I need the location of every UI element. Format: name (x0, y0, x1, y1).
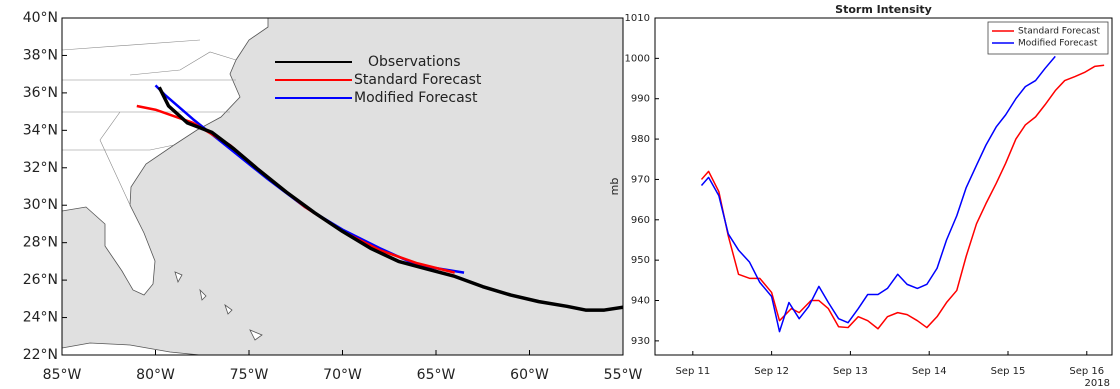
chart-frame (654, 17, 1113, 356)
legend-label: Standard Forecast (354, 72, 482, 88)
track (157, 86, 623, 312)
y-tick-label: 1010 (625, 13, 650, 24)
y-tick-label: 980 (631, 134, 650, 145)
x-tick-label: Sep 16 (1069, 366, 1104, 377)
series-line (700, 64, 1105, 330)
y-tick-label: 1000 (625, 53, 650, 64)
series-lines (700, 55, 1105, 333)
x-tick-label: Sep 15 (991, 366, 1026, 377)
y-tick-label: 970 (631, 174, 650, 185)
legend-label: Modified Forecast (354, 90, 478, 106)
x-tick-label: 65°W (417, 367, 456, 383)
land (62, 18, 269, 355)
x-tick-label: Sep 12 (754, 366, 789, 377)
y-tick-label: 950 (631, 255, 650, 266)
y-axis-label: mb (608, 178, 621, 196)
y-tick-label: 990 (631, 94, 650, 105)
y-tick-label: 30°N (23, 197, 58, 213)
x-tick-label: Sep 13 (833, 366, 868, 377)
x-tick-label: 60°W (510, 367, 549, 383)
y-tick-label: 32°N (23, 160, 58, 176)
tracks (136, 84, 623, 312)
y-tick-label: 22°N (23, 347, 58, 363)
x-tick-label: 75°W (230, 367, 269, 383)
x-tick-label: Sep 11 (675, 366, 710, 377)
legend-label: Observations (368, 54, 461, 70)
x-tick-label: Sep 14 (912, 366, 947, 377)
y-tick-label: 940 (631, 296, 650, 307)
y-tick-label: 24°N (23, 310, 58, 326)
chart-title: Storm Intensity (835, 3, 932, 16)
x-tick-label: 55°W (604, 367, 643, 383)
x-tick-label: 85°W (43, 367, 82, 383)
legend-label: Standard Forecast (1018, 27, 1100, 37)
x-tick-label: 70°W (323, 367, 362, 383)
y-tick-label: 960 (631, 215, 650, 226)
y-tick-label: 930 (631, 336, 650, 347)
y-tick-label: 36°N (23, 85, 58, 101)
x-year-label: 2018 (1085, 378, 1110, 389)
legend-label: Modified Forecast (1018, 39, 1098, 49)
legend-box (987, 21, 1109, 55)
x-tick-label: 80°W (136, 367, 175, 383)
series-line (700, 55, 1056, 333)
y-tick-label: 28°N (23, 235, 58, 251)
y-tick-label: 40°N (23, 10, 58, 26)
y-tick-label: 38°N (23, 47, 58, 63)
y-tick-label: 34°N (23, 122, 58, 138)
y-tick-label: 26°N (23, 272, 58, 288)
